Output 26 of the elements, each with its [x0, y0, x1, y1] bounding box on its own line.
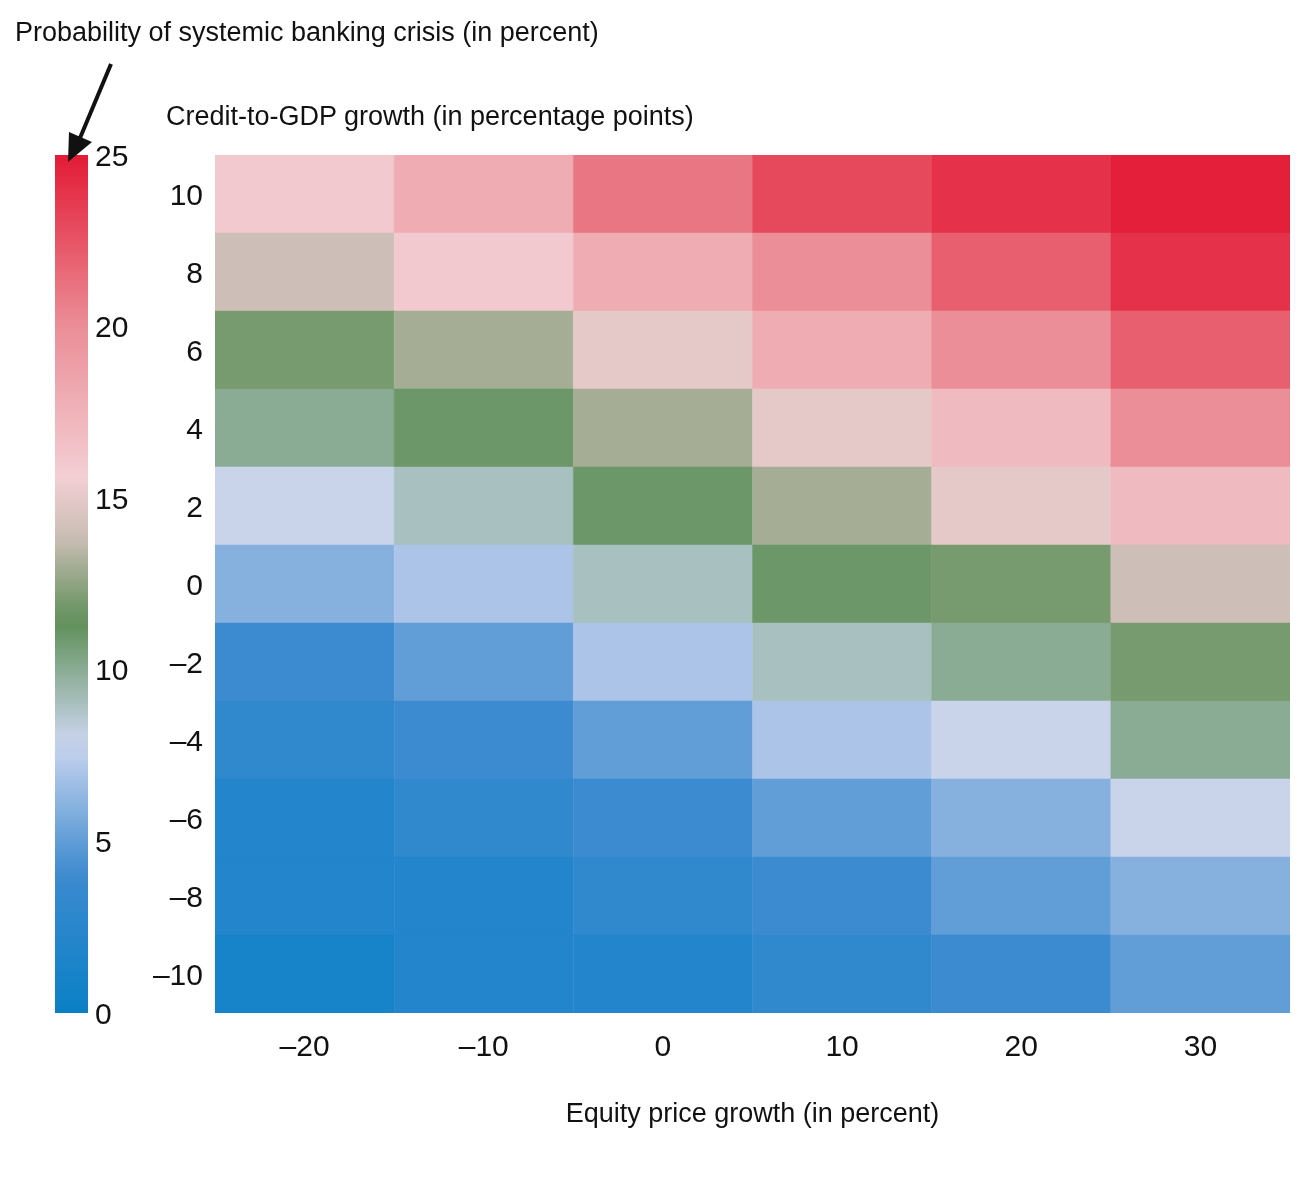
- y-tick-label: –4: [169, 723, 203, 757]
- y-tick-label: 6: [186, 333, 203, 367]
- x-tick-label: –20: [279, 1029, 330, 1063]
- y-tick-label: –2: [169, 645, 203, 679]
- y-tick-label: –8: [169, 879, 203, 913]
- x-tick-label: 20: [1004, 1029, 1038, 1063]
- y-tick-label: –6: [169, 801, 203, 835]
- x-tick-label: 30: [1183, 1029, 1218, 1063]
- y-tick-label: 8: [186, 255, 203, 289]
- color-bar-label: 15: [95, 481, 129, 515]
- y-tick-label: –10: [152, 957, 203, 991]
- y-tick-label: 10: [169, 177, 203, 211]
- x-tick-label: 10: [825, 1029, 859, 1063]
- x-axis-title: Equity price growth (in percent): [565, 1098, 940, 1128]
- color-bar-label: 0: [95, 996, 112, 1030]
- y-axis-title: Credit-to-GDP growth (in percentage points): [166, 101, 694, 131]
- y-tick-label: 2: [186, 489, 203, 523]
- y-tick-label: 0: [186, 567, 203, 601]
- color-bar-label: 10: [95, 653, 129, 687]
- color-bar-title: Probability of systemic banking crisis (in percent): [15, 17, 599, 47]
- color-bar-label: 25: [95, 138, 129, 172]
- color-bar-label: 20: [95, 310, 129, 344]
- x-tick-label: 0: [654, 1029, 672, 1063]
- y-tick-label: 4: [186, 411, 203, 445]
- color-bar-label: 5: [95, 824, 112, 858]
- x-tick-label: –10: [458, 1029, 509, 1063]
